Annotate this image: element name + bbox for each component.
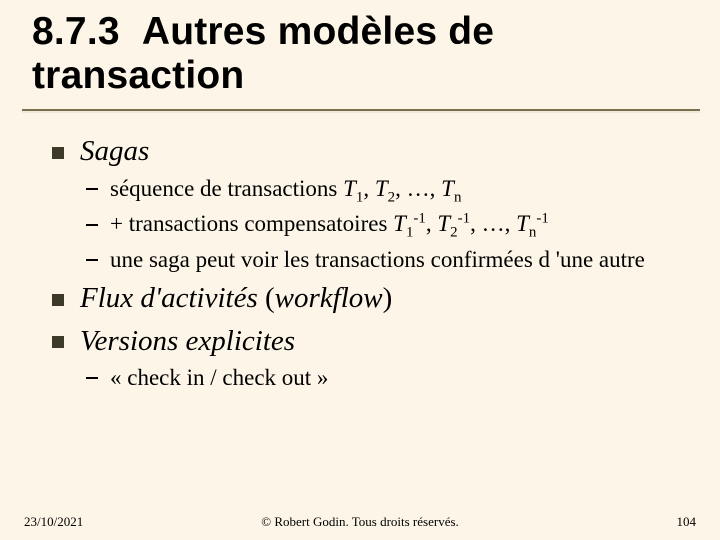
workflow-word: workflow (275, 282, 383, 314)
sub-1: 1 (406, 225, 413, 241)
footer-copyright: © Robert Godin. Tous droits réservés. (0, 514, 720, 530)
bullet-versions-sub1: « check in / check out » (86, 363, 692, 392)
square-bullet-icon (52, 147, 64, 159)
slide-body: Sagas séquence de transactions T1, T2, …… (0, 113, 720, 392)
sup-2: -1 (458, 211, 470, 227)
bullet-sagas-sub3: une saga peut voir les transactions conf… (86, 245, 692, 274)
dash-bullet-icon (86, 259, 98, 261)
paren-open: ( (265, 282, 275, 314)
var-T: T (437, 211, 450, 236)
bullet-flux-pre: Flux d'activités (80, 282, 265, 314)
sup-1: -1 (413, 211, 425, 227)
var-T: T (393, 211, 406, 236)
slide-title: 8.7.3 Autres modèles de transaction (0, 10, 720, 103)
var-T: T (375, 176, 388, 201)
bullet-sagas-label: Sagas (80, 135, 149, 167)
var-T: T (516, 211, 529, 236)
bullet-flux: Flux d'activités (workflow) (52, 280, 692, 316)
sup-n: -1 (536, 211, 548, 227)
comma: , (363, 176, 375, 201)
square-bullet-icon (52, 336, 64, 348)
bullet-sagas-sub2: + transactions compensatoires T1-1, T2-1… (86, 209, 692, 243)
text: une saga peut voir les transactions conf… (110, 247, 645, 272)
dash-bullet-icon (86, 224, 98, 226)
dash-bullet-icon (86, 377, 98, 379)
title-number: 8.7.3 (32, 10, 120, 53)
title-text-1: Autres modèles de (142, 10, 494, 53)
text: + transactions compensatoires (110, 211, 393, 236)
sub-n: n (454, 189, 461, 205)
sub-2: 2 (450, 225, 457, 241)
bullet-sagas: Sagas (52, 133, 692, 169)
comma: , (426, 211, 438, 236)
text: « check in / check out » (110, 365, 328, 390)
bullet-sagas-sub1: séquence de transactions T1, T2, …, Tn (86, 174, 692, 208)
sub-n: n (529, 225, 536, 241)
square-bullet-icon (52, 294, 64, 306)
paren-close: ) (383, 282, 393, 314)
footer-page-number: 104 (677, 514, 697, 530)
title-text-2: transaction (32, 54, 244, 97)
var-T: T (441, 176, 454, 201)
ellipsis: , …, (470, 211, 516, 236)
var-T: T (343, 176, 356, 201)
bullet-versions-label: Versions explicites (80, 325, 295, 357)
dash-bullet-icon (86, 188, 98, 190)
bullet-versions: Versions explicites (52, 323, 692, 359)
ellipsis: , …, (395, 176, 441, 201)
text: séquence de transactions (110, 176, 343, 201)
slide: 8.7.3 Autres modèles de transaction Saga… (0, 0, 720, 540)
